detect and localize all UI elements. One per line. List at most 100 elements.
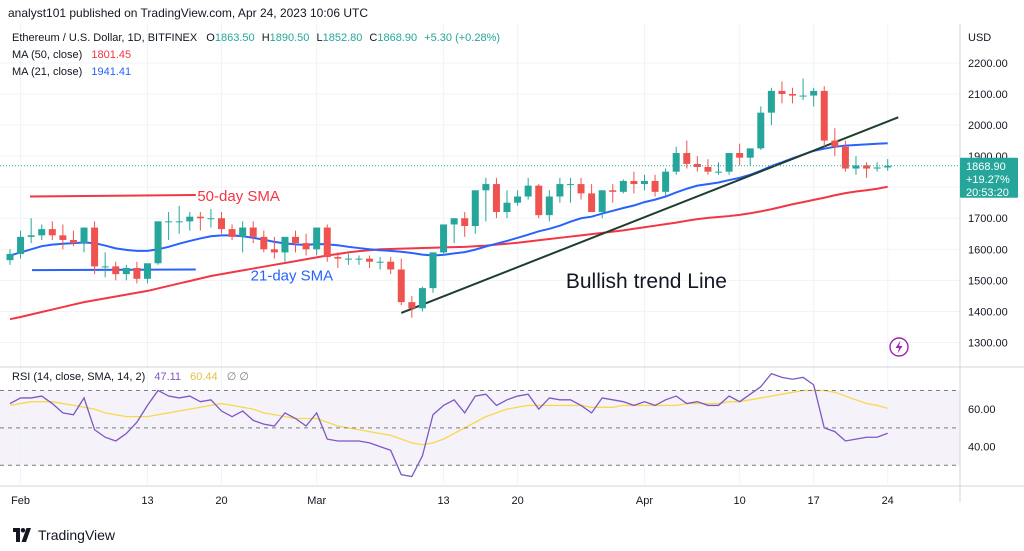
sma50-marker-line[interactable] — [29, 193, 196, 198]
candle-body — [715, 171, 723, 173]
candle-body — [38, 229, 46, 236]
candle-body — [841, 146, 849, 169]
candle-body — [725, 153, 733, 172]
price-pane[interactable] — [0, 24, 960, 364]
rsi-scale[interactable]: 60.00 40.00 — [968, 404, 996, 453]
rsi-pane-bg[interactable] — [0, 380, 960, 484]
price-badge-bg — [960, 157, 1018, 198]
legend-rsi-label: RSI (14, close, SMA, 14, 2) — [12, 371, 145, 383]
footer-brand: TradingView — [38, 527, 116, 543]
candle-body — [863, 165, 871, 169]
legend-rsi-extra: ∅ ∅ — [227, 371, 249, 383]
price-tick: 1300.00 — [968, 337, 1008, 349]
candle-body — [640, 180, 648, 185]
svg-text:MA (50, close) 1801.45: MA (50, close) 1801.45 — [12, 49, 131, 61]
footer: TradingView — [12, 527, 115, 543]
legend-rsi-sma-value: 60.44 — [190, 371, 218, 383]
price-tick: 1400.00 — [968, 306, 1008, 318]
svg-text:Ethereum / U.S. Dollar, 1D, BI: Ethereum / U.S. Dollar, 1D, BITFINEX O18… — [12, 32, 500, 44]
candle-body — [186, 216, 194, 222]
candle-body — [799, 95, 807, 97]
candle-body — [228, 229, 236, 237]
trend-line[interactable] — [400, 116, 899, 314]
candle-body — [789, 94, 797, 96]
trend-annotation: Bullish trend Line — [566, 270, 727, 293]
candle-body — [101, 266, 109, 268]
candle-body — [471, 190, 479, 227]
svg-text:RSI (14, close, SMA, 14, 2): RSI (14, close, SMA, 14, 2) 47.11 60.44 … — [12, 371, 249, 383]
candle-body — [545, 196, 553, 216]
candle-body — [418, 288, 426, 309]
rsi-levels — [0, 389, 960, 466]
price-tick: 1600.00 — [968, 244, 1008, 256]
candle-body — [503, 202, 511, 213]
candle-body — [693, 163, 701, 167]
candle-body — [535, 185, 543, 216]
candle-body — [397, 269, 405, 303]
candle-body — [588, 193, 596, 213]
legend-ma21-value: 1941.41 — [91, 66, 131, 78]
legend-close: 1868.90 — [377, 32, 417, 44]
candle-body — [175, 221, 183, 223]
rsi-tick: 60.00 — [968, 404, 996, 416]
candle-body — [482, 184, 490, 191]
price-tick: 1500.00 — [968, 275, 1008, 287]
rsi-tick: 40.00 — [968, 442, 996, 454]
legend-ma21-label: MA (21, close) — [12, 66, 82, 78]
legend: Ethereum / U.S. Dollar, 1D, BITFINEX O18… — [12, 32, 500, 383]
candle-body — [69, 239, 77, 244]
sma50-annotation: 50-day SMA — [197, 188, 280, 205]
candle-body — [609, 190, 617, 192]
time-tick: Apr — [636, 495, 653, 507]
legend-high: 1890.50 — [270, 32, 310, 44]
legend-low: 1852.80 — [323, 32, 363, 44]
currency-label: USD — [968, 32, 991, 44]
lightning-icon[interactable] — [889, 337, 909, 357]
candle-body — [524, 185, 532, 197]
candle-body — [566, 184, 574, 186]
candle-body — [736, 153, 744, 158]
candle-body — [852, 165, 860, 169]
chart-canvas[interactable]: 50-day SMA 21-day SMA Bullish trend Line… — [0, 24, 1024, 524]
candle-body — [80, 227, 88, 244]
rsi-sma-line — [9, 389, 888, 446]
candle-body — [704, 166, 712, 172]
candle-body — [577, 184, 585, 194]
candle-body — [387, 261, 395, 270]
price-tick: 2000.00 — [968, 120, 1008, 132]
candle-body — [249, 227, 257, 237]
candle-body — [344, 258, 352, 260]
candle-body — [778, 90, 786, 95]
legend-l-label: L — [316, 32, 322, 44]
candle-body — [207, 218, 215, 220]
badge-price: 1868.90 — [966, 161, 1006, 173]
candle-body — [757, 112, 765, 149]
candle-body — [429, 252, 437, 289]
rsi-line — [9, 372, 888, 478]
candle-body — [196, 216, 204, 219]
price-tick: 1700.00 — [968, 213, 1008, 225]
candle-body — [281, 236, 289, 253]
price-scale[interactable]: 2200.002100.002000.001900.001800.001700.… — [968, 58, 1008, 350]
legend-rsi-value: 47.11 — [154, 371, 181, 383]
candle-body — [239, 227, 247, 237]
candle-body — [270, 249, 278, 253]
time-tick: 20 — [511, 495, 523, 507]
legend-open: 1863.50 — [215, 32, 255, 44]
price-tick: 2100.00 — [968, 89, 1008, 101]
ma50-line — [9, 185, 888, 321]
candles — [6, 78, 892, 318]
time-tick: 17 — [808, 495, 820, 507]
legend-ma50-label: MA (50, close) — [12, 49, 82, 61]
candle-body — [355, 258, 363, 260]
candle-body — [619, 180, 627, 192]
legend-change: +5.30 (+0.28%) — [424, 32, 500, 44]
time-axis[interactable]: Feb 13 20 Mar 13 20 Apr 10 17 24 — [11, 495, 894, 507]
candle-body — [767, 90, 775, 113]
candle-body — [831, 140, 839, 147]
candle-body — [683, 153, 691, 164]
candle-body — [884, 165, 892, 168]
candle-body — [165, 221, 173, 223]
candle-body — [746, 148, 754, 158]
badge-change: +19.27% — [966, 174, 1010, 186]
